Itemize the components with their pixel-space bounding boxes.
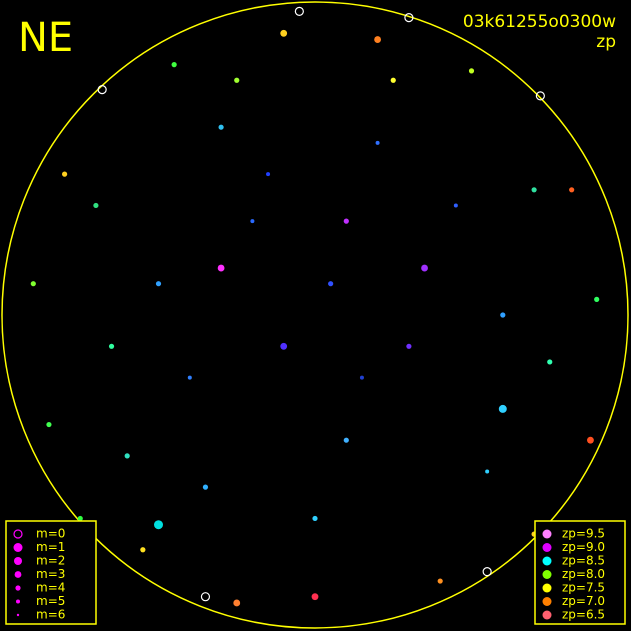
star-point — [500, 312, 506, 318]
star-point — [485, 469, 490, 474]
star-point — [404, 13, 414, 23]
star-point — [202, 484, 209, 490]
star-point — [498, 404, 507, 413]
star-point — [343, 218, 349, 224]
star-point — [200, 592, 211, 602]
size-legend-label: m=6 — [36, 608, 65, 622]
star-point — [154, 520, 163, 530]
chart-subtitle: zp — [596, 32, 616, 52]
color-legend-label: zp=7.0 — [562, 594, 605, 608]
size-legend-symbol — [13, 543, 23, 552]
chart-title: 03k61255o0300w — [463, 12, 616, 32]
star-point — [547, 359, 553, 365]
color-legend-label: zp=9.0 — [562, 540, 605, 554]
color-legend-symbol — [542, 529, 552, 539]
star-point — [535, 91, 545, 101]
star-point — [437, 578, 443, 584]
star-point — [233, 599, 241, 607]
size-legend-symbol — [15, 585, 21, 591]
color-legend-symbol — [542, 597, 552, 606]
star-point — [294, 6, 304, 16]
star-point — [124, 453, 130, 459]
color-legend-symbol — [542, 543, 552, 552]
star-point — [108, 343, 115, 349]
star-point — [171, 62, 177, 68]
size-legend-box — [5, 520, 97, 625]
star-point — [46, 421, 52, 428]
size-legend-label: m=2 — [36, 554, 65, 568]
color-legend-symbol — [542, 583, 552, 593]
star-point — [359, 375, 364, 380]
star-point — [421, 264, 428, 272]
size-legend-symbol — [13, 529, 23, 539]
size-legend-symbol — [14, 571, 22, 578]
color-legend-label: zp=9.5 — [562, 527, 605, 541]
size-legend-label: m=1 — [36, 540, 65, 554]
star-point — [312, 515, 318, 522]
star-point — [531, 187, 537, 193]
color-legend-label: zp=7.5 — [562, 581, 605, 595]
color-legend-label: zp=8.0 — [562, 567, 605, 581]
star-point — [569, 187, 575, 193]
star-point — [93, 202, 99, 209]
star-point — [375, 140, 380, 145]
color-legend-symbol — [542, 570, 552, 579]
star-point — [374, 36, 381, 43]
size-legend-label: m=0 — [36, 527, 65, 541]
star-point — [482, 567, 492, 577]
size-legend-label: m=4 — [36, 581, 65, 595]
star-point — [187, 375, 192, 380]
star-point — [594, 296, 600, 302]
star-point — [390, 77, 396, 83]
star-point — [62, 171, 68, 177]
color-legend-symbol — [542, 556, 552, 566]
color-legend-label: zp=6.5 — [562, 608, 605, 622]
star-point — [218, 124, 224, 130]
size-legend-symbol — [16, 599, 20, 604]
star-point — [155, 281, 162, 287]
size-legend-symbol — [16, 613, 20, 617]
star-point — [468, 68, 475, 74]
star-point — [250, 219, 255, 224]
star-point — [266, 172, 271, 177]
star-point — [234, 77, 240, 83]
star-point — [217, 264, 225, 272]
star-point — [343, 437, 349, 443]
star-point — [280, 29, 288, 37]
star-point — [453, 203, 458, 208]
star-point — [328, 281, 334, 287]
star-point — [406, 343, 412, 349]
color-legend-symbol — [542, 610, 552, 620]
size-legend-symbol — [14, 557, 22, 565]
star-point — [280, 342, 288, 350]
star-point — [97, 85, 107, 95]
color-legend-label: zp=8.5 — [562, 554, 605, 568]
corner-label: NE — [18, 15, 73, 61]
size-legend-label: m=3 — [36, 567, 65, 581]
star-point — [30, 281, 36, 287]
star-point — [77, 515, 83, 522]
star-point — [587, 436, 594, 444]
star-point — [311, 593, 319, 601]
star-point — [140, 547, 146, 553]
size-legend-label: m=5 — [36, 594, 65, 608]
